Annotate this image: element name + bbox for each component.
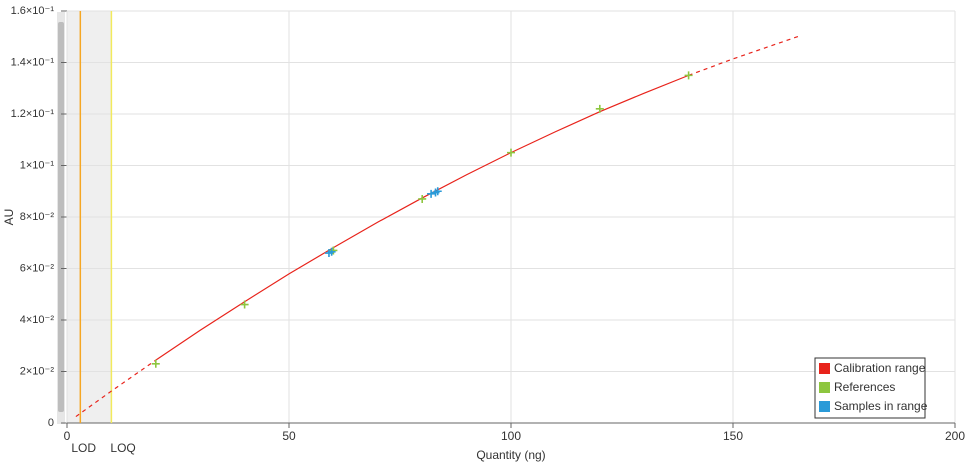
- legend-swatch: [819, 382, 830, 393]
- y-tick-label: 1×10⁻¹: [20, 159, 55, 171]
- legend-label: Calibration range: [834, 361, 926, 375]
- legend-swatch: [819, 401, 830, 412]
- x-tick-label: 200: [945, 429, 965, 443]
- point: [433, 187, 442, 196]
- limit-label: LOD: [71, 441, 96, 455]
- y-tick-label: 4×10⁻²: [20, 314, 55, 326]
- y-tick-label: 1.2×10⁻¹: [11, 108, 55, 120]
- x-tick-label: 50: [282, 429, 296, 443]
- y-tick-label: 1.4×10⁻¹: [11, 56, 55, 68]
- limit-label: LOQ: [110, 441, 135, 455]
- y-tick-label: 6×10⁻²: [20, 262, 55, 274]
- point: [507, 148, 515, 157]
- calibration-line: [155, 74, 689, 361]
- y-tick-label: 2×10⁻²: [20, 365, 55, 377]
- legend-label: References: [834, 380, 895, 394]
- extrapolation-line: [75, 359, 157, 418]
- y-tick-label: 8×10⁻²: [20, 211, 55, 223]
- legend-box: [814, 357, 926, 419]
- legend-label: Samples in range: [834, 399, 928, 413]
- point: [595, 104, 604, 113]
- point: [684, 71, 693, 80]
- point: [418, 194, 427, 203]
- point: [427, 189, 436, 198]
- x-axis-label: Quantity (ng): [476, 448, 545, 462]
- point: [240, 300, 249, 309]
- point: [151, 359, 160, 368]
- y-tick-label: 1.6×10⁻¹: [11, 5, 55, 17]
- x-tick-label: 0: [64, 429, 71, 443]
- y-axis-label: AU: [2, 209, 16, 226]
- point: [329, 246, 338, 255]
- point: [327, 247, 336, 256]
- legend-swatch: [819, 363, 830, 374]
- x-tick-label: 100: [501, 429, 521, 443]
- extrapolation-line: [688, 35, 800, 76]
- x-tick-label: 150: [723, 429, 743, 443]
- y-tick-label: 0: [48, 417, 54, 429]
